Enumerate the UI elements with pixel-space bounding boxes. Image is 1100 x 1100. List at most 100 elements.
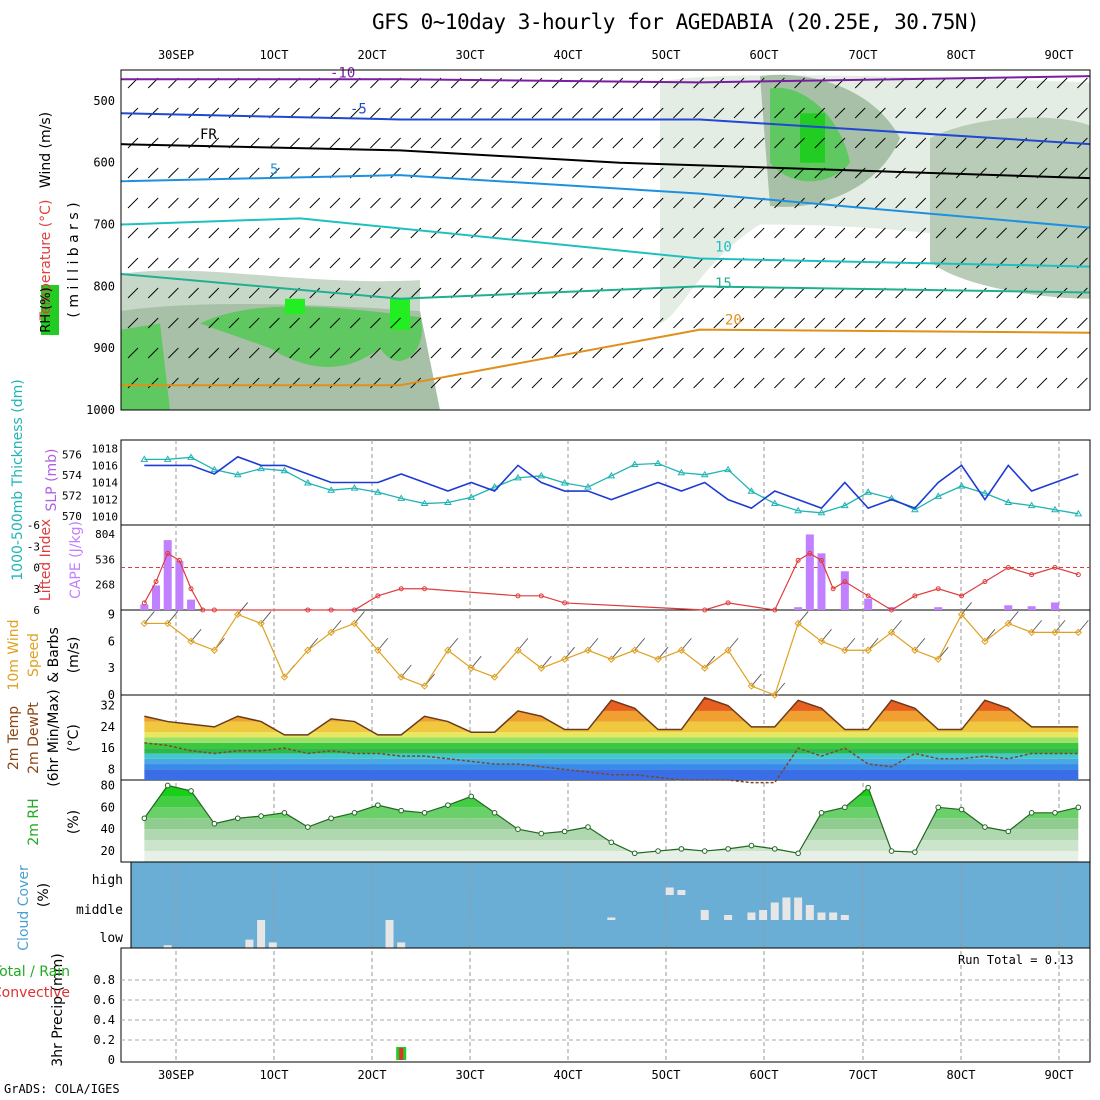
upper-wind-barb — [551, 77, 563, 89]
cloud-middle-bar — [840, 915, 849, 920]
upper-wind-barb — [289, 197, 300, 209]
upper-wind-barb — [188, 257, 199, 269]
rh-point — [935, 804, 942, 811]
rh-point — [608, 839, 615, 846]
upper-wind-barb — [915, 347, 927, 359]
upper-wind-barb — [168, 347, 179, 359]
rh-point — [538, 830, 545, 837]
upper-wind-barb — [450, 167, 462, 179]
rh-point — [281, 810, 288, 816]
upper-wind-barb — [652, 197, 664, 209]
upper-wind-barb — [511, 317, 523, 329]
bottom-date-label: 9OCT — [1044, 1068, 1074, 1082]
upper-wind-barb — [996, 347, 1007, 359]
upper-ytick: 900 — [93, 341, 115, 355]
upper-wind-barb — [673, 287, 684, 299]
upper-wind-barb — [996, 317, 1007, 329]
thickness-point — [420, 499, 429, 507]
cape-bar — [163, 540, 172, 610]
label-temp-d: (°C) — [66, 724, 82, 752]
upper-wind-barb — [269, 287, 280, 299]
upper-wind-barb — [147, 257, 159, 269]
upper-wind-barb — [168, 257, 179, 269]
upper-wind-barb — [370, 227, 381, 239]
rh-point — [655, 848, 661, 854]
rh-shade-peak1 — [285, 298, 305, 315]
upper-wind-barb — [390, 107, 401, 119]
upper-wind-barb — [228, 227, 240, 239]
upper-wind-barb — [188, 287, 199, 299]
upper-wind-barb — [471, 167, 482, 179]
upper-wind-barb — [652, 77, 664, 89]
upper-wind-barb — [1016, 347, 1028, 359]
upper-wind-barb — [309, 227, 321, 239]
thickness-point — [910, 505, 919, 513]
upper-wind-barb — [935, 317, 947, 329]
upper-wind-barb — [450, 377, 462, 389]
temp-band — [144, 721, 1079, 733]
rh-point — [701, 848, 708, 854]
upper-wind-barb — [652, 287, 664, 299]
upper-wind-barb — [269, 167, 280, 179]
upper-wind-barb — [652, 227, 664, 239]
upper-wind-barb — [976, 317, 987, 329]
cloud-middle-bar — [607, 917, 616, 920]
upper-wind-barb — [592, 167, 603, 179]
upper-wind-barb — [955, 317, 967, 329]
isotherm-label: 20 — [725, 313, 742, 329]
wind-speed-point — [887, 628, 896, 637]
thickness-point — [210, 465, 219, 473]
wind-speed-point — [234, 610, 242, 619]
wind-speed-point — [257, 619, 265, 628]
upper-wind-barb — [1077, 227, 1088, 239]
rh-shade-left — [121, 323, 170, 410]
li-point — [912, 593, 918, 599]
upper-ytick: 800 — [93, 279, 115, 293]
li-point — [538, 593, 544, 599]
upper-wind-barb — [834, 257, 846, 269]
cape-li-layer — [121, 534, 1090, 613]
upper-frame — [120, 69, 1091, 411]
rh-shade-upper-peak — [800, 113, 825, 163]
thickness-point — [677, 468, 686, 476]
temp-ytick: 32 — [101, 699, 115, 713]
upper-wind-barb — [976, 347, 987, 359]
isotherm-label: -10 — [330, 65, 355, 81]
rh-point — [771, 846, 778, 852]
slp-line — [144, 455, 1079, 510]
upper-wind-barb — [895, 107, 906, 119]
wind-speed-point — [794, 619, 802, 628]
upper-wind-barb — [955, 377, 967, 389]
wind-speed-point — [374, 646, 382, 654]
rh-ytick: 20 — [101, 844, 115, 858]
thickness-point — [560, 479, 569, 486]
upper-wind-barb — [652, 317, 664, 329]
upper-wind-barb — [370, 197, 381, 209]
upper-wind-barb — [834, 107, 846, 119]
wind-speed-point — [654, 655, 662, 663]
upper-wind-barb — [531, 317, 543, 329]
upper-wind-barb — [753, 137, 765, 149]
upper-wind-barb — [713, 197, 725, 209]
upper-wind-barb — [208, 377, 220, 389]
upper-wind-barb — [329, 137, 341, 149]
upper-wind-barb — [996, 227, 1007, 239]
panel-labels: Wind (m/s) Temperature (°C) ( m i l l i … — [0, 112, 84, 1067]
upper-wind-barb — [147, 197, 159, 209]
upper-wind-barb — [410, 317, 422, 329]
wind-speed-point — [304, 646, 312, 654]
upper-wind-barb — [349, 377, 361, 389]
wind-speed-point — [467, 664, 475, 672]
rh-point — [421, 810, 428, 816]
isotherm-line — [121, 75, 1091, 84]
top-date-label: 2OCT — [357, 48, 387, 62]
li-point — [795, 557, 801, 563]
upper-wind-barb — [349, 347, 361, 359]
thickness-point — [840, 501, 849, 509]
upper-wind-barb — [693, 317, 704, 329]
cloud-middle-bar — [782, 897, 791, 920]
upper-wind-barb — [531, 257, 543, 269]
upper-wind-barb — [1016, 257, 1028, 269]
upper-wind-barb — [733, 107, 745, 119]
upper-wind-barb — [430, 347, 442, 359]
